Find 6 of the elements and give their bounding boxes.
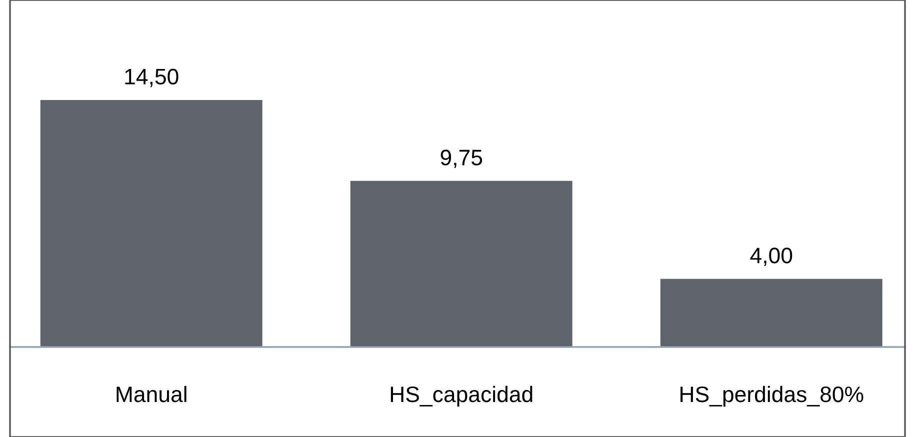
x-tick-label: HS_perdidas_80% — [680, 386, 864, 407]
x-tick-label: HS_capacidad — [390, 386, 532, 407]
data-label: 4,00 — [750, 248, 792, 266]
data-label: 9,75 — [440, 150, 482, 168]
x-tick-label: Manual — [116, 386, 186, 402]
data-label: 14,50 — [125, 68, 178, 88]
